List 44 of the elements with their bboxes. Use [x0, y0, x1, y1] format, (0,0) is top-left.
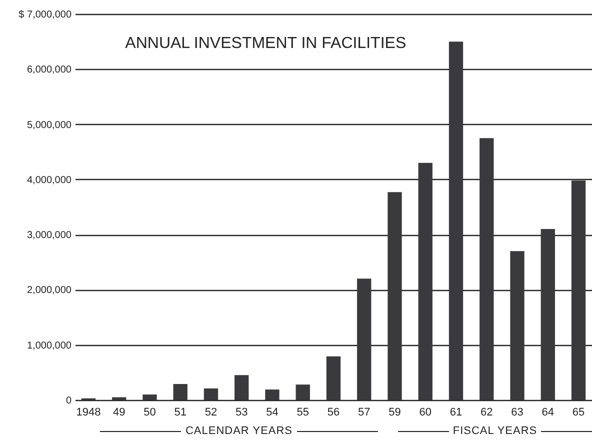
x-tick-label: 57 [358, 406, 370, 418]
text: ANNUAL INVESTMENT IN FACILITIES [125, 35, 406, 52]
x-tick-label: 63 [511, 406, 524, 418]
x-tick-label: 55 [296, 406, 309, 418]
bar [112, 397, 126, 400]
x-tick-label: 61 [450, 406, 462, 418]
bar [357, 278, 372, 400]
bar [510, 251, 524, 400]
y-tick-label: 2,000,000 [27, 285, 72, 296]
x-tick-label: 49 [112, 406, 126, 418]
y-tick-label: 0 [66, 396, 72, 406]
bar [540, 229, 555, 400]
bar [173, 384, 188, 400]
x-tick-label: 65 [572, 406, 585, 418]
y-tick-label: 5,000,000 [27, 120, 72, 131]
bar [296, 384, 310, 400]
x-tick-label: 60 [419, 406, 432, 418]
x-tick-label: 64 [542, 406, 554, 418]
text: FISCAL YEARS [452, 425, 538, 437]
x-tick-label: 50 [144, 406, 156, 418]
y-tick-label: 4,000,000 [27, 174, 72, 186]
bar [234, 375, 249, 400]
y-tick-label: 1,000,000 [27, 340, 72, 352]
x-tick-label: 54 [266, 406, 278, 418]
x-tick-label: 59 [388, 406, 401, 418]
bar [265, 390, 280, 400]
x-tick-label: 53 [235, 406, 248, 418]
y-tick-label: $ 7,000,000 [18, 10, 72, 20]
bar [326, 356, 341, 400]
y-tick-label: 3,000,000 [27, 230, 72, 242]
bar [480, 138, 494, 400]
y-tick-label: 6,000,000 [27, 64, 72, 76]
bar [448, 42, 464, 400]
x-tick-label: 62 [480, 406, 493, 418]
x-tick-label: 56 [327, 406, 340, 418]
text: CALENDAR YEARS [184, 425, 294, 437]
x-tick-label: 52 [204, 406, 218, 418]
x-tick-label: 1948 [76, 406, 101, 418]
x-tick-label: 51 [174, 406, 186, 418]
bar [204, 388, 218, 400]
bar [142, 394, 157, 400]
bar [388, 192, 402, 400]
bar [418, 162, 432, 400]
bar [571, 180, 586, 400]
